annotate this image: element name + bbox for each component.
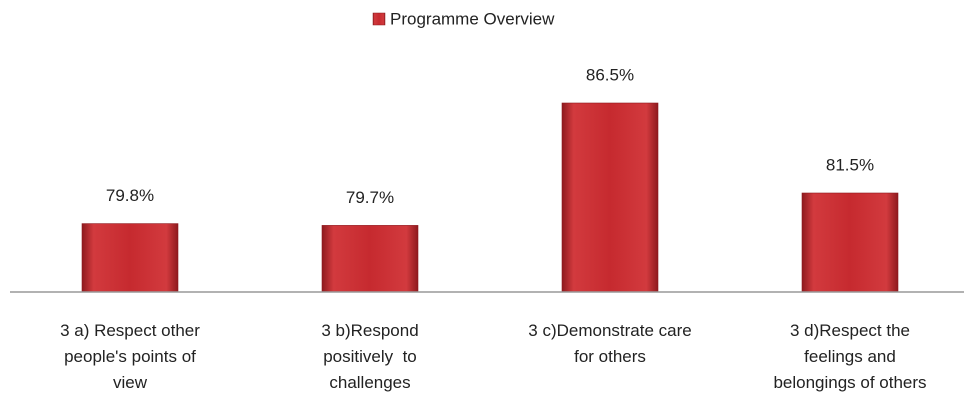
legend-label: Programme Overview: [390, 9, 555, 28]
bar: [321, 225, 419, 293]
x-tick-label: 3 d)Respect the feelings and belongings …: [773, 321, 927, 392]
bar: [81, 223, 179, 293]
legend-swatch: [372, 12, 386, 26]
data-label: 81.5%: [826, 155, 874, 174]
x-tick-label: 3 c)Demonstrate care for others: [528, 321, 692, 366]
bar: [561, 102, 659, 293]
x-tick-label: 3 a) Respect other people's points of vi…: [60, 321, 200, 392]
x-tick-label: 3 b)Respond positively to challenges: [321, 321, 419, 392]
data-label: 79.7%: [346, 188, 394, 207]
data-label: 86.5%: [586, 65, 634, 84]
data-label: 79.8%: [106, 186, 154, 205]
bar: [801, 192, 899, 293]
